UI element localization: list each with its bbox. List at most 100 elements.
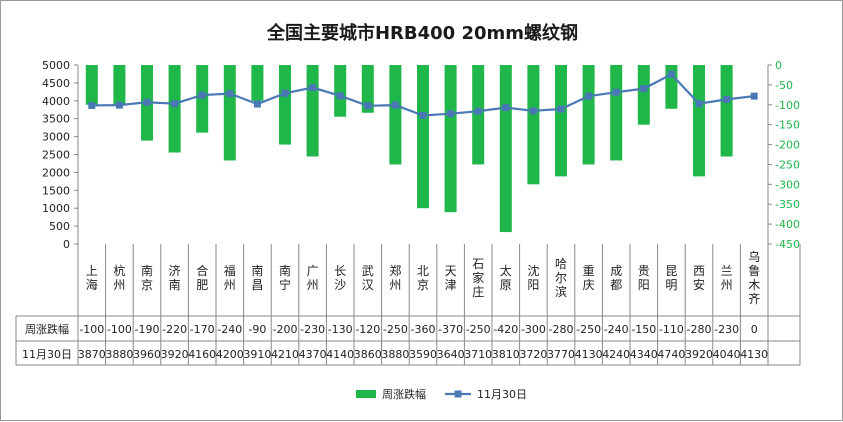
line-point-重庆 bbox=[585, 93, 592, 100]
category-label: 太原 bbox=[500, 263, 512, 292]
right-tick-label: -300 bbox=[775, 178, 800, 191]
table-cell-value: 3920 bbox=[161, 348, 189, 361]
left-tick-label: 4000 bbox=[42, 95, 70, 108]
right-tick-label: -350 bbox=[775, 198, 800, 211]
category-label: 济南 bbox=[169, 263, 181, 292]
category-label: 福州 bbox=[224, 263, 236, 292]
line-point-南宁 bbox=[282, 90, 289, 97]
line-point-天津 bbox=[447, 110, 454, 117]
category-label: 石家庄 bbox=[472, 257, 484, 299]
table-cell-value: -250 bbox=[576, 323, 601, 336]
table-cell-value: -360 bbox=[411, 323, 436, 336]
category-label: 合肥 bbox=[196, 263, 208, 292]
table-cell-value: -250 bbox=[466, 323, 491, 336]
table-cell-value: -200 bbox=[273, 323, 298, 336]
category-label: 郑州 bbox=[389, 263, 401, 292]
table-cell-value: 3810 bbox=[492, 348, 520, 361]
category-label: 贵阳 bbox=[638, 264, 650, 292]
category-label: 哈尔滨 bbox=[555, 257, 567, 299]
category-label: 广州 bbox=[307, 264, 319, 292]
category-label: 北京 bbox=[417, 264, 429, 292]
table-cell-value: 3880 bbox=[105, 348, 133, 361]
left-tick-label: 3500 bbox=[42, 113, 70, 126]
right-tick-label: -50 bbox=[775, 79, 793, 92]
category-label: 乌鲁木齐 bbox=[748, 249, 760, 306]
category-label: 昆明 bbox=[665, 264, 677, 292]
table-cell-value: 3590 bbox=[409, 348, 437, 361]
table-cell-value: 3920 bbox=[685, 348, 713, 361]
bar-成都 bbox=[610, 65, 622, 160]
line-point-武汉 bbox=[364, 102, 371, 109]
line-point-沈阳 bbox=[530, 107, 537, 114]
right-tick-label: -150 bbox=[775, 119, 800, 132]
table-cell-value: -130 bbox=[328, 323, 353, 336]
table-cell-value: -230 bbox=[300, 323, 325, 336]
table-cell-value: 3720 bbox=[519, 348, 547, 361]
bar-贵阳 bbox=[638, 65, 650, 125]
line-point-长沙 bbox=[337, 92, 344, 99]
table-cell-value: 4200 bbox=[216, 348, 244, 361]
table-cell-value: -170 bbox=[190, 323, 215, 336]
category-label: 重庆 bbox=[583, 264, 595, 292]
bar-哈尔滨 bbox=[555, 65, 567, 176]
left-tick-label: 500 bbox=[49, 220, 70, 233]
table-cell-value: -300 bbox=[521, 323, 546, 336]
bar-合肥 bbox=[196, 65, 208, 133]
left-tick-label: 4500 bbox=[42, 77, 70, 90]
table-cell-value: -220 bbox=[162, 323, 187, 336]
legend-swatch-marker bbox=[455, 391, 462, 398]
line-point-上海 bbox=[88, 102, 95, 109]
bar-天津 bbox=[445, 65, 457, 212]
table-cell-value: 4740 bbox=[657, 348, 685, 361]
table-cell-value: 3770 bbox=[547, 348, 575, 361]
table-cell-value: 3640 bbox=[437, 348, 465, 361]
bar-沈阳 bbox=[527, 65, 539, 184]
left-tick-label: 3000 bbox=[42, 131, 70, 144]
table-cell-value: 4240 bbox=[602, 348, 630, 361]
category-label: 成都 bbox=[610, 264, 622, 292]
table-cell-value: -100 bbox=[107, 323, 132, 336]
left-tick-label: 0 bbox=[63, 238, 70, 251]
table-cell-value: -120 bbox=[355, 323, 380, 336]
category-label: 上海 bbox=[86, 264, 98, 292]
line-point-兰州 bbox=[723, 96, 730, 103]
line-point-南昌 bbox=[254, 101, 261, 108]
left-tick-label: 5000 bbox=[42, 59, 70, 72]
line-point-哈尔滨 bbox=[558, 106, 565, 113]
line-point-太原 bbox=[502, 104, 509, 111]
right-tick-label: -200 bbox=[775, 139, 800, 152]
table-cell-value: -280 bbox=[549, 323, 574, 336]
table-cell-value: -100 bbox=[79, 323, 104, 336]
category-label: 西安 bbox=[693, 264, 705, 292]
line-point-广州 bbox=[309, 84, 316, 91]
table-cell-value: 0 bbox=[751, 323, 758, 336]
bar-广州 bbox=[307, 65, 319, 156]
right-tick-label: 0 bbox=[775, 59, 782, 72]
bar-南宁 bbox=[279, 65, 291, 145]
category-label: 南昌 bbox=[251, 263, 263, 292]
right-tick-label: -450 bbox=[775, 238, 800, 251]
bar-石家庄 bbox=[472, 65, 484, 164]
table-cell-value: -190 bbox=[135, 323, 160, 336]
bar-太原 bbox=[500, 65, 512, 232]
table-cell-value: -90 bbox=[248, 323, 266, 336]
line-point-合肥 bbox=[199, 92, 206, 99]
line-point-北京 bbox=[420, 112, 427, 119]
legend-label-bar: 周涨跌幅 bbox=[382, 387, 426, 401]
line-point-福州 bbox=[226, 90, 233, 97]
table-cell-value: 3860 bbox=[354, 348, 382, 361]
line-point-贵阳 bbox=[640, 85, 647, 92]
bar-南昌 bbox=[251, 65, 263, 101]
line-point-昆明 bbox=[668, 71, 675, 78]
line-point-杭州 bbox=[116, 102, 123, 109]
table-cell-value: -150 bbox=[631, 323, 656, 336]
line-point-济南 bbox=[171, 100, 178, 107]
bar-重庆 bbox=[583, 65, 595, 164]
bar-杭州 bbox=[113, 65, 125, 105]
category-label: 南宁 bbox=[279, 263, 291, 292]
table-cell-value: 4140 bbox=[326, 348, 354, 361]
table-cell-value: -240 bbox=[604, 323, 629, 336]
table-cell-value: 3880 bbox=[381, 348, 409, 361]
